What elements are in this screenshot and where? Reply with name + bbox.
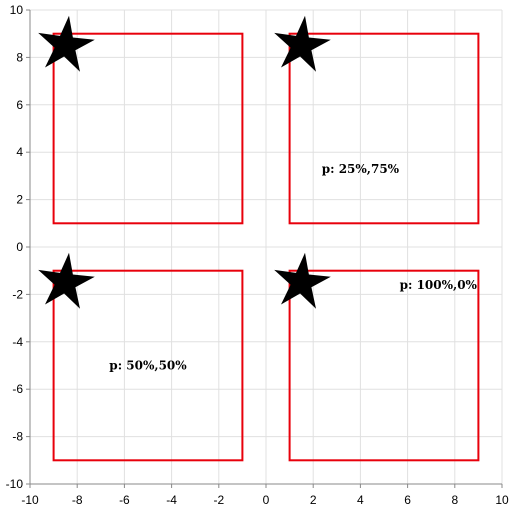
annotation-label-0: p: 25%,75% bbox=[322, 162, 400, 176]
grid bbox=[29, 9, 503, 485]
x-tick-label-2: -6 bbox=[119, 493, 130, 507]
star-marker-3 bbox=[274, 252, 331, 309]
x-tick-label-5: 0 bbox=[263, 493, 270, 507]
x-tick-label-10: 10 bbox=[495, 493, 509, 507]
y-tick-label-0: 10 bbox=[10, 3, 24, 17]
red-rectangle-0 bbox=[52, 32, 244, 225]
rectangles bbox=[52, 32, 480, 462]
star-marker-2 bbox=[38, 252, 95, 309]
y-tick-label-9: -8 bbox=[12, 430, 23, 444]
y-tick-label-4: 2 bbox=[16, 193, 23, 207]
x-tick-label-0: -10 bbox=[21, 493, 39, 507]
y-tick-label-6: -2 bbox=[12, 287, 23, 301]
x-tick-label-1: -8 bbox=[72, 493, 83, 507]
y-tick-label-3: 4 bbox=[16, 145, 23, 159]
stars bbox=[38, 15, 331, 309]
x-tick-label-8: 6 bbox=[404, 493, 411, 507]
y-tick-label-10: -10 bbox=[6, 477, 24, 491]
star-marker-0 bbox=[38, 15, 95, 72]
star-marker-1 bbox=[274, 15, 331, 72]
x-tick-label-3: -4 bbox=[166, 493, 177, 507]
y-tick-label-7: -4 bbox=[12, 335, 23, 349]
y-tick-labels: 10 8 6 4 2 0 -2 -4 -6 -8 -10 bbox=[6, 3, 24, 491]
axes bbox=[26, 9, 503, 488]
y-tick-label-8: -6 bbox=[12, 382, 23, 396]
red-rectangle-3 bbox=[288, 269, 480, 462]
x-tick-label-6: 2 bbox=[310, 493, 317, 507]
x-tick-label-7: 4 bbox=[357, 493, 364, 507]
y-tick-label-2: 6 bbox=[16, 98, 23, 112]
annotation-label-2: p: 100%,0% bbox=[400, 278, 478, 292]
annotations: p: 25%,75% p: 50%,50% p: 100%,0% bbox=[109, 162, 477, 373]
x-tick-label-4: -2 bbox=[213, 493, 224, 507]
x-tick-labels: -10 -8 -6 -4 -2 0 2 4 6 8 10 bbox=[21, 493, 509, 507]
red-rectangle-2 bbox=[52, 269, 244, 462]
red-rectangle-1 bbox=[288, 32, 480, 225]
y-tick-label-1: 8 bbox=[16, 50, 23, 64]
annotation-label-1: p: 50%,50% bbox=[109, 359, 187, 373]
y-tick-label-5: 0 bbox=[16, 240, 23, 254]
x-tick-label-9: 8 bbox=[451, 493, 458, 507]
